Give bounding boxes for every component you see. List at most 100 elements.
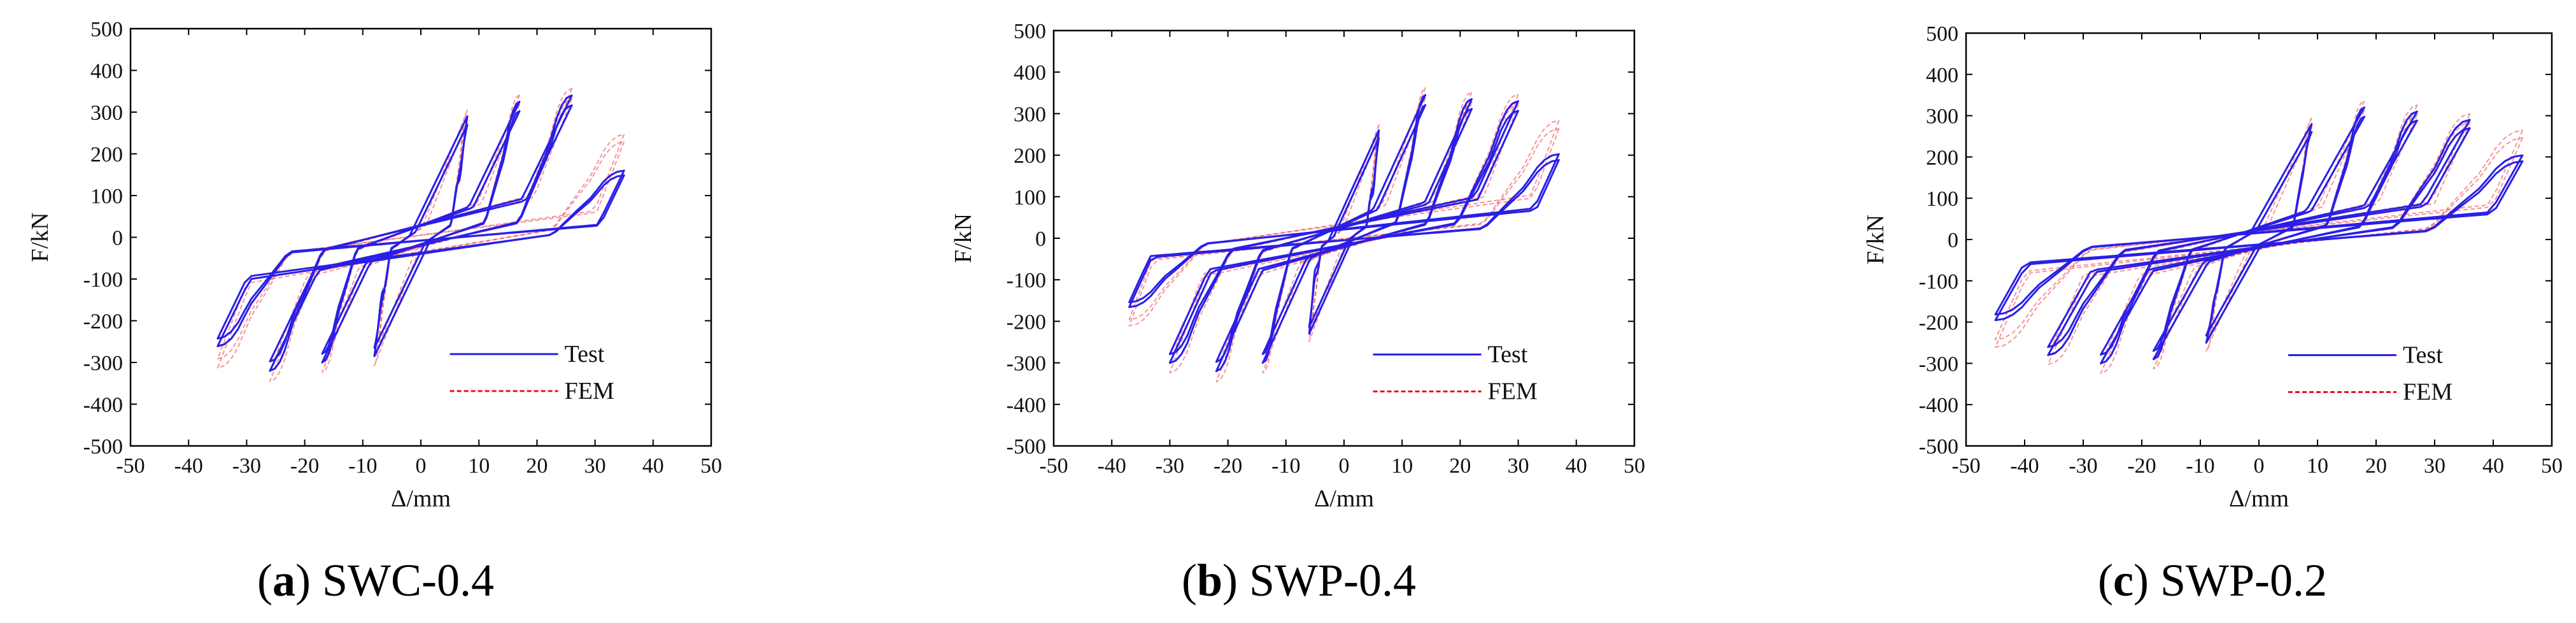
plot-frame xyxy=(129,27,712,447)
hysteresis-loop xyxy=(2047,127,2471,348)
x-tick-label: -30 xyxy=(2069,454,2097,478)
panel-caption: (c) SWP-0.2 xyxy=(2098,555,2327,606)
y-tick-label: 500 xyxy=(1014,20,1046,43)
hysteresis-loop xyxy=(2100,113,2418,365)
y-tick-label: -100 xyxy=(1919,270,1958,294)
hysteresis-loop xyxy=(321,101,521,364)
hysteresis-loop xyxy=(2152,115,2366,352)
hysteresis-loop xyxy=(269,104,573,362)
x-axis-title: Δ/mm xyxy=(1314,485,1374,512)
hysteresis-loop xyxy=(216,141,625,360)
x-tick-label: 0 xyxy=(1339,454,1350,478)
hysteresis-loop xyxy=(2205,117,2312,352)
hysteresis-loop xyxy=(1169,103,1519,364)
legend-label-fem: FEM xyxy=(1488,378,1538,405)
y-tick-label: -100 xyxy=(1007,269,1046,292)
hysteresis-loop xyxy=(1168,110,1520,355)
x-tick-label: -10 xyxy=(1271,454,1300,478)
y-tick-label: -500 xyxy=(83,435,123,459)
x-tick-label: -20 xyxy=(2127,454,2156,478)
x-tick-label: 40 xyxy=(642,454,664,478)
y-tick-label: -200 xyxy=(1007,310,1046,334)
x-tick-label: -20 xyxy=(1214,454,1242,478)
y-axis-title: F/kN xyxy=(27,212,53,262)
y-tick-label: 200 xyxy=(1014,145,1046,168)
y-tick-label: 0 xyxy=(1035,227,1046,251)
y-tick-label: 300 xyxy=(90,101,123,125)
y-tick-label: -400 xyxy=(83,394,123,417)
hysteresis-loop xyxy=(1308,136,1380,328)
x-tick-label: 0 xyxy=(2254,454,2265,478)
x-axis-title: Δ/mm xyxy=(2229,485,2289,512)
hysteresis-loop xyxy=(1215,108,1473,363)
y-tick-label: 300 xyxy=(1926,105,1958,129)
series-fem xyxy=(1995,100,2523,374)
hysteresis-loop xyxy=(2153,110,2365,361)
y-tick-label: -500 xyxy=(1007,435,1046,459)
plot-area xyxy=(1994,100,2524,374)
y-tick-label: 100 xyxy=(90,185,123,208)
hysteresis-loop xyxy=(2047,122,2471,357)
hysteresis-loop xyxy=(2153,100,2365,369)
legend-label-fem: FEM xyxy=(565,378,614,405)
y-tick-label: 100 xyxy=(1926,187,1958,211)
hysteresis-loop xyxy=(373,124,469,349)
y-tick-label: 500 xyxy=(90,18,123,41)
hysteresis-loop xyxy=(269,94,573,372)
hysteresis-loop xyxy=(2100,104,2418,374)
series-test xyxy=(1994,106,2524,364)
x-tick-label: 30 xyxy=(1508,454,1529,478)
panel-caption: (a) SWC-0.4 xyxy=(257,555,494,606)
legend-label-fem: FEM xyxy=(2403,378,2452,405)
hysteresis-loop xyxy=(1215,98,1473,373)
x-tick-label: 50 xyxy=(700,454,722,478)
y-tick-label: -300 xyxy=(83,352,123,375)
hysteresis-loop xyxy=(2047,118,2471,356)
series-test xyxy=(216,94,625,372)
series-fem xyxy=(216,87,625,382)
x-tick-label: 30 xyxy=(2424,454,2445,478)
x-tick-label: 40 xyxy=(1566,454,1587,478)
x-tick-label: 10 xyxy=(468,454,490,478)
x-tick-label: -10 xyxy=(2186,454,2214,478)
hysteresis-loop xyxy=(2205,131,2313,337)
y-tick-label: -400 xyxy=(1919,394,1958,417)
hysteresis-loop xyxy=(1168,100,1520,364)
y-tick-label: 0 xyxy=(112,227,123,250)
y-tick-label: -500 xyxy=(1919,435,1958,459)
x-tick-label: -40 xyxy=(2010,454,2039,478)
plot-frame xyxy=(1965,32,2553,447)
y-tick-label: 0 xyxy=(1948,229,1958,252)
hysteresis-loop xyxy=(216,133,625,369)
y-tick-label: 400 xyxy=(1926,64,1958,87)
legend-label-test: Test xyxy=(2403,341,2443,368)
legend-label-test: Test xyxy=(1488,341,1528,368)
x-tick-label: 50 xyxy=(2541,454,2563,478)
plot-area xyxy=(216,87,625,382)
x-tick-label: -30 xyxy=(1156,454,1184,478)
hysteresis-loop xyxy=(216,174,625,340)
y-tick-label: -200 xyxy=(83,310,123,334)
x-tick-label: -20 xyxy=(290,454,319,478)
plot-area xyxy=(1128,87,1560,383)
panel-caption: (b) SWP-0.4 xyxy=(1182,555,1416,606)
x-tick-label: -10 xyxy=(348,454,377,478)
y-tick-label: -200 xyxy=(1919,312,1958,335)
hysteresis-loop xyxy=(1169,94,1519,374)
x-tick-label: -50 xyxy=(116,454,145,478)
x-tick-label: 20 xyxy=(526,454,548,478)
x-tick-label: -40 xyxy=(174,454,203,478)
x-tick-label: -30 xyxy=(232,454,261,478)
hysteresis-loop xyxy=(1995,137,2523,341)
y-tick-label: 500 xyxy=(1926,22,1958,46)
x-tick-label: 50 xyxy=(1624,454,1645,478)
x-tick-label: 20 xyxy=(2365,454,2387,478)
hysteresis-loop xyxy=(2100,119,2418,356)
y-tick-label: -300 xyxy=(1919,352,1958,376)
x-axis-title: Δ/mm xyxy=(391,485,451,512)
x-tick-label: 10 xyxy=(2307,454,2328,478)
hysteresis-loop xyxy=(1995,129,2523,348)
hysteresis-loop xyxy=(1994,160,2524,316)
y-tick-label: 200 xyxy=(90,143,123,167)
